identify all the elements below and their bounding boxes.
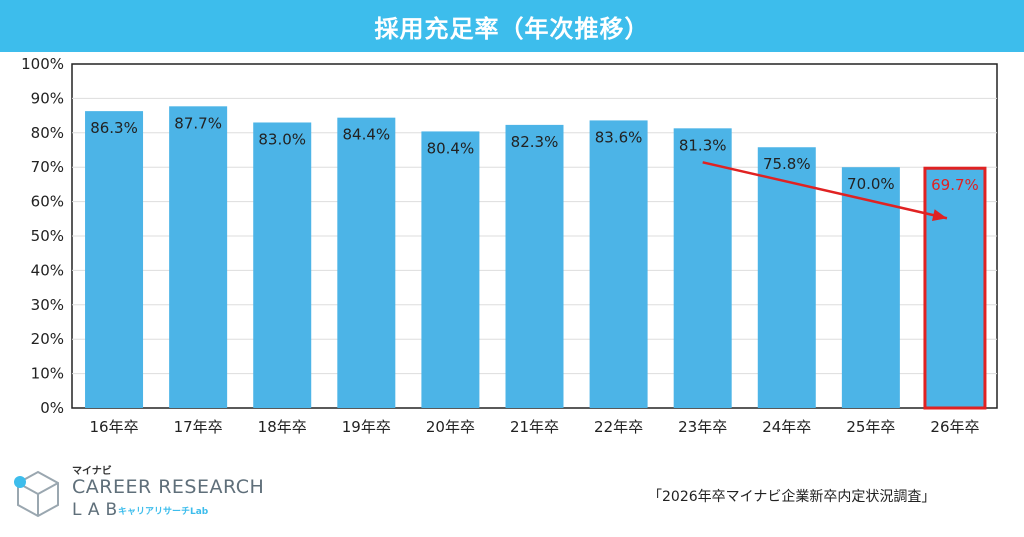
y-tick-label: 80% [31,124,64,142]
x-tick-label: 16年卒 [89,418,138,436]
chart-title: 採用充足率（年次推移） [374,14,650,43]
bar [925,168,984,408]
bar [841,167,900,408]
career-research-lab-logo: マイナビ CAREER RESEARCH LAB キャリアリサーチLab [10,462,264,526]
bar-chart: 0%10%20%30%40%50%60%70%80%90%100% 86.3% 8… [21,55,998,436]
logo-sub-text: キャリアリサーチLab [118,507,209,517]
x-tick-label: 18年卒 [258,418,307,436]
y-tick-label: 0% [40,399,64,417]
data-label: 86.3% [90,119,138,137]
bar [421,131,480,408]
data-label: 81.3% [679,136,727,154]
data-label: 84.4% [342,126,390,144]
data-label: 75.8% [763,155,811,173]
bar [169,106,228,408]
bar [673,128,732,408]
data-label: 83.0% [258,130,306,148]
bar [85,111,144,409]
y-tick-label: 100% [21,55,64,73]
source-note: 「2026年卒マイナビ企業新卒内定状況調査」 [648,489,936,505]
y-tick-label: 30% [31,296,64,314]
bars [85,106,984,409]
x-axis-ticks: 16年卒 17年卒 18年卒 19年卒 20年卒 21年卒 22年卒 23年卒 24年卒 25年卒… [89,418,979,436]
x-tick-label: 25年卒 [846,418,895,436]
bar [253,122,312,408]
trend-arrow-head [931,209,947,221]
x-tick-label: 22年卒 [594,418,643,436]
y-axis-ticks: 0% 10% 20% 30% 40% 50% 60% 70% 80% 90% 100% [21,55,64,417]
x-tick-label: 23年卒 [678,418,727,436]
bar [757,147,816,409]
chart-header: 採用充足率（年次推移） [0,0,1024,52]
x-tick-label: 24年卒 [762,418,811,436]
data-label: 87.7% [174,114,222,132]
y-tick-label: 40% [31,261,64,279]
highlight-box [923,166,987,410]
data-label: 83.6% [595,128,643,146]
annotations [702,161,987,410]
data-label: 69.7% [931,176,979,194]
data-labels: 86.3% 87.7% 83.0% 84.4% 80.4% 82.3% 83.6% 81.3%… [90,114,979,194]
x-tick-label: 19年卒 [342,418,391,436]
data-label: 82.3% [511,133,559,151]
data-label: 80.4% [427,139,475,157]
x-tick-label: 17年卒 [174,418,223,436]
x-tick-label: 21年卒 [510,418,559,436]
x-tick-label: 26年卒 [930,418,979,436]
y-tick-label: 60% [31,193,64,211]
y-tick-label: 70% [31,158,64,176]
y-tick-label: 20% [31,330,64,348]
y-tick-label: 90% [31,89,64,107]
bar [505,124,564,408]
y-tick-label: 50% [31,227,64,245]
x-tick-label: 20年卒 [426,418,475,436]
bar [589,120,648,408]
bar [337,117,396,408]
y-tick-label: 10% [31,365,64,383]
data-label: 70.0% [847,175,895,193]
cube-logo-icon [14,470,59,518]
logo-small-text: マイナビ [72,466,112,477]
trend-arrow-line [702,161,948,220]
logo-main-text: CAREER RESEARCH [72,476,265,498]
logo-lab-text: LAB [72,500,124,520]
